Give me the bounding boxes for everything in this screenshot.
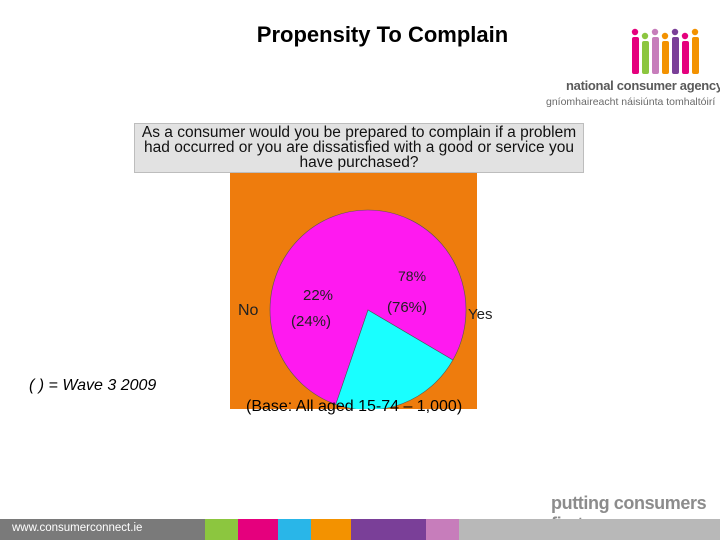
agency-logo: national consumer agency gníomhaireacht …	[546, 28, 720, 112]
pie-chart	[269, 209, 467, 409]
figure-body	[672, 37, 679, 74]
footer-color-segment	[426, 519, 459, 540]
figure-head	[661, 32, 669, 40]
figure-body	[682, 41, 689, 74]
footer-bar: www.consumerconnect.ie	[0, 519, 720, 540]
figure-head	[671, 28, 679, 36]
figure-body	[642, 41, 649, 74]
figure-body	[692, 37, 699, 74]
pie-slice-yes	[269, 209, 467, 405]
footer-color-segment	[311, 519, 351, 540]
data-label-no: 22%	[303, 287, 334, 304]
page-title: Propensity To Complain	[256, 22, 509, 47]
pie-slice-no	[335, 309, 454, 409]
data-label-no-previous: (24%)	[291, 313, 332, 330]
figure-head	[681, 32, 689, 40]
footer-color-segment	[205, 519, 238, 540]
logo-name-irish: gníomhaireacht náisiúnta tomhaltóirí	[546, 96, 716, 108]
figure-body	[632, 37, 639, 74]
figure-head	[631, 28, 639, 36]
footer-color-segment	[459, 519, 720, 540]
figure-head	[691, 28, 699, 36]
slice-label-yes: Yes	[468, 306, 493, 323]
footer-color-segment	[0, 519, 205, 540]
people-figures-icon	[631, 28, 699, 74]
base-note: (Base: All aged 15-74 – 1,000)	[246, 398, 463, 415]
figure-head	[651, 28, 659, 36]
data-label-yes: 78%	[398, 268, 427, 284]
wave-note: ( ) = Wave 3 2009	[29, 377, 157, 394]
data-label-yes-previous: (76%)	[387, 299, 428, 316]
logo-name: national consumer agency	[566, 78, 720, 93]
figure-body	[662, 41, 669, 74]
figure-body	[652, 37, 659, 74]
figure-head	[641, 32, 649, 40]
footer-color-segment	[238, 519, 278, 540]
footer-color-segment	[351, 519, 426, 540]
footer-color-segment	[278, 519, 311, 540]
slice-label-no: No	[238, 302, 259, 319]
footer-url[interactable]: www.consumerconnect.ie	[12, 522, 143, 534]
survey-question: As a consumer would you be prepared to c…	[134, 123, 584, 173]
